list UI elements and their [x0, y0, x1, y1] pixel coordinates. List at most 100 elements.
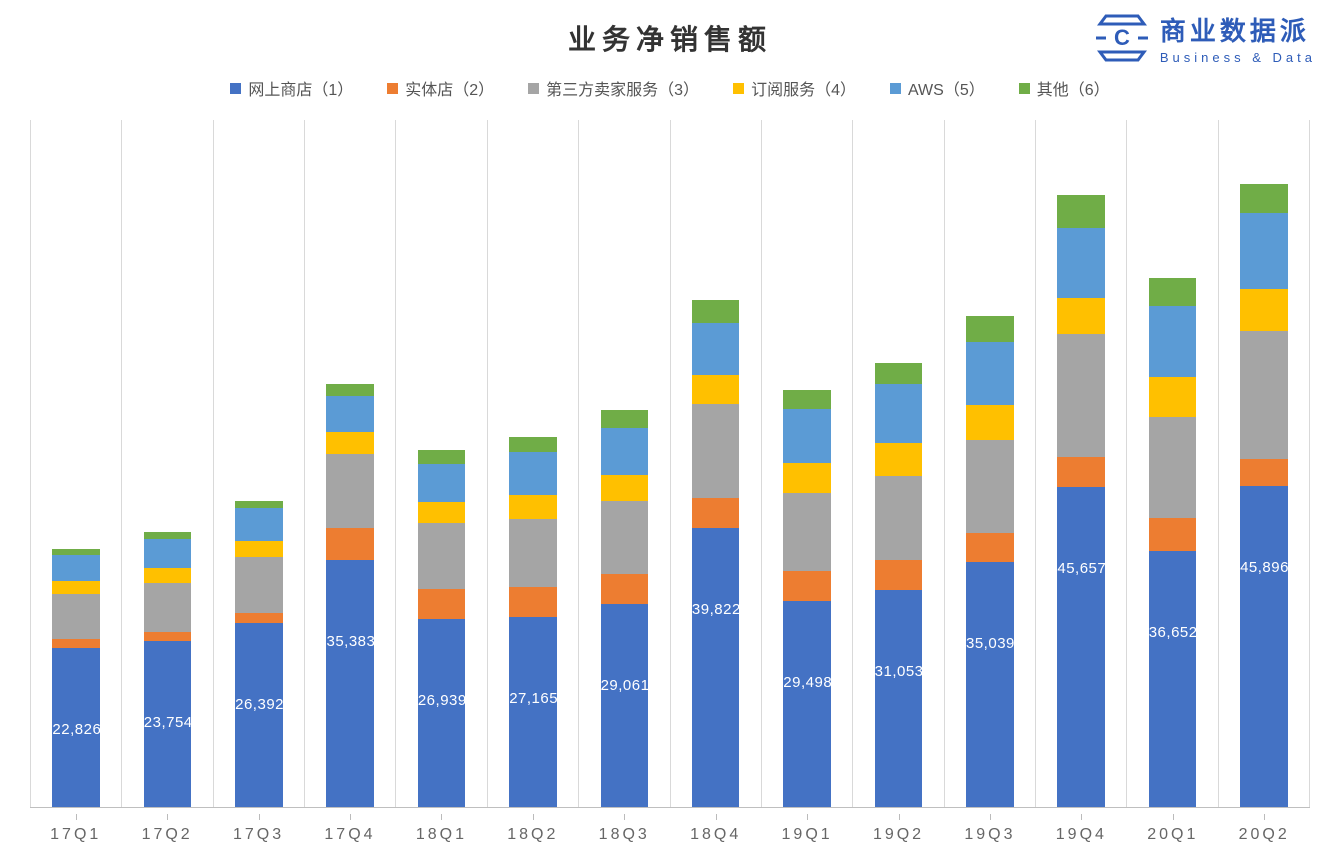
bar-segment — [1149, 518, 1197, 550]
bar-segment — [601, 604, 649, 808]
bar-segment — [875, 363, 923, 384]
bar-stack: 27,165 — [509, 437, 557, 808]
bar-segment — [692, 404, 740, 498]
x-tick: 18Q1 — [396, 826, 487, 844]
bar-value-label: 29,498 — [783, 674, 831, 691]
bar-segment — [1240, 289, 1288, 331]
legend-swatch — [387, 83, 398, 94]
bar-segment — [875, 443, 923, 476]
bar-segment — [52, 594, 100, 639]
bar-segment — [1149, 278, 1197, 305]
bar-segment — [52, 581, 100, 594]
bar-segment — [1149, 377, 1197, 416]
bar-value-label: 45,896 — [1240, 559, 1288, 576]
bar-segment — [52, 639, 100, 647]
logo-text-en: Business & Data — [1160, 50, 1316, 65]
bar-segment — [783, 493, 831, 571]
bar-segment — [601, 410, 649, 428]
bar-column: 35,039 — [944, 120, 1035, 808]
bar-value-label: 36,652 — [1149, 624, 1197, 641]
legend-item: 订阅服务（4） — [733, 76, 856, 100]
bar-segment — [509, 587, 557, 617]
x-tick: 18Q3 — [579, 826, 670, 844]
bar-segment — [692, 323, 740, 375]
bar-segment — [418, 450, 466, 464]
bar-segment — [875, 476, 923, 560]
bar-segment — [875, 590, 923, 808]
bar-segment — [326, 384, 374, 396]
bar-segment — [1240, 486, 1288, 808]
bar-stack: 39,822 — [692, 300, 740, 808]
bar-column: 26,392 — [213, 120, 304, 808]
bar-segment — [601, 501, 649, 574]
legend-label: 其他（6） — [1037, 76, 1110, 100]
x-tick: 19Q2 — [853, 826, 944, 844]
bar-segment — [966, 316, 1014, 341]
bar-segment — [966, 440, 1014, 533]
bar-segment — [418, 523, 466, 588]
bar-segment — [1057, 228, 1105, 298]
bar-segment — [692, 300, 740, 324]
bar-segment — [52, 555, 100, 581]
bar-stack: 22,826 — [52, 549, 100, 808]
bar-segment — [783, 409, 831, 463]
legend: 网上商店（1）实体店（2）第三方卖家服务（3）订阅服务（4）AWS（5）其他（6… — [0, 76, 1340, 100]
bar-value-label: 29,061 — [601, 677, 649, 694]
brand-logo: C 商业数据派 Business & Data — [1096, 10, 1316, 66]
bar-stack: 31,053 — [875, 363, 923, 808]
bar-value-label: 26,392 — [235, 696, 283, 713]
bars-container: 22,826 23,754 26,392 35,383 26,939 27,165 29,0… — [30, 120, 1310, 808]
bar-stack: 45,896 — [1240, 184, 1288, 808]
bar-column: 31,053 — [852, 120, 943, 808]
bar-segment — [326, 454, 374, 528]
x-tick: 20Q1 — [1127, 826, 1218, 844]
bar-segment — [601, 428, 649, 475]
legend-item: 其他（6） — [1019, 76, 1110, 100]
bar-stack: 36,652 — [1149, 278, 1197, 808]
bar-segment — [509, 617, 557, 808]
x-baseline — [30, 807, 1310, 808]
bar-segment — [601, 475, 649, 501]
bar-segment — [144, 532, 192, 539]
bar-segment — [418, 619, 466, 808]
bar-value-label: 26,939 — [418, 692, 466, 709]
bar-segment — [235, 501, 283, 509]
bar-value-label: 45,657 — [1057, 560, 1105, 577]
x-tick: 17Q3 — [213, 826, 304, 844]
bar-column: 29,498 — [761, 120, 852, 808]
bar-segment — [235, 613, 283, 623]
legend-label: 订阅服务（4） — [751, 76, 856, 100]
bar-segment — [326, 528, 374, 560]
bar-segment — [235, 541, 283, 558]
bar-segment — [1149, 417, 1197, 519]
bar-segment — [509, 495, 557, 519]
legend-swatch — [230, 83, 241, 94]
bar-value-label: 35,383 — [326, 633, 374, 650]
bar-segment — [509, 452, 557, 495]
bar-stack: 29,061 — [601, 410, 649, 808]
bar-value-label: 35,039 — [966, 635, 1014, 652]
bar-segment — [875, 560, 923, 590]
bar-stack: 35,383 — [326, 384, 374, 808]
legend-swatch — [528, 83, 539, 94]
legend-item: 实体店（2） — [387, 76, 494, 100]
x-tick: 20Q2 — [1218, 826, 1309, 844]
legend-item: AWS（5） — [890, 76, 985, 100]
bar-segment — [1240, 331, 1288, 459]
x-tick: 17Q2 — [121, 826, 212, 844]
bar-segment — [783, 463, 831, 493]
bar-segment — [418, 464, 466, 502]
bar-column: 36,652 — [1126, 120, 1217, 808]
bar-segment — [966, 533, 1014, 562]
bar-segment — [692, 528, 740, 808]
bar-stack: 23,754 — [144, 532, 192, 808]
bar-segment — [326, 560, 374, 808]
legend-label: 网上商店（1） — [248, 76, 353, 100]
bar-value-label: 22,826 — [52, 721, 100, 738]
x-tick: 17Q1 — [30, 826, 121, 844]
bar-segment — [966, 405, 1014, 440]
chart-area: 22,826 23,754 26,392 35,383 26,939 27,165 29,0… — [30, 120, 1310, 808]
bar-value-label: 39,822 — [692, 601, 740, 618]
bar-column: 22,826 — [30, 120, 121, 808]
bar-segment — [144, 632, 192, 641]
